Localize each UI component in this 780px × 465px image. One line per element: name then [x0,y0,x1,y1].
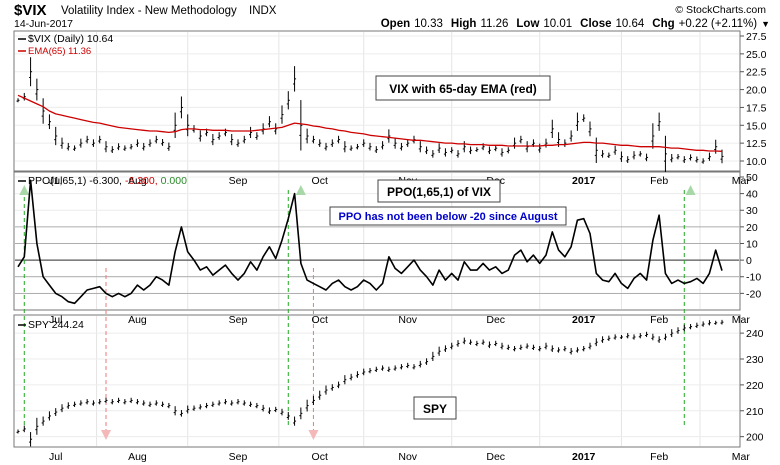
y-tick-label: 17.5 [746,102,767,114]
svg-text:PPO(1,65,1) -6.300,-6.300,0.00: PPO(1,65,1) -6.300, -6.300, 0.000 [28,175,187,187]
y-tick-label: 12.5 [746,138,767,150]
ema-line [17,94,723,152]
x-tick-label: Aug [128,314,147,326]
buy-signal-up-arrow [19,185,30,195]
low-label: Low [516,18,539,30]
x-tick-label: Feb [650,175,668,187]
ema-legend-label: EMA(65) 11.36 [28,46,91,57]
sell-signal-down-arrow [308,430,319,440]
x-tick-label: Nov [398,314,417,326]
spy-annotation: SPY [413,396,457,420]
ppo-hist-value: 0.000 [161,175,187,187]
x-tick-label: Feb [650,451,668,463]
x-tick-label: Aug [128,175,147,187]
x-tick-label: Sep [229,314,248,326]
ppo-annotation-text: PPO(1,65,1) of VIX [387,185,491,199]
x-tick-label: Nov [398,451,417,463]
y-tick-label: 230 [746,354,764,366]
x-tick-label: Oct [312,175,328,187]
x-tick-label: Feb [650,314,668,326]
ppo-note-text: PPO has not been below -20 since August [338,211,557,223]
y-tick-label: 27.5 [746,31,767,43]
y-tick-label: -20 [746,288,761,300]
sell-signal-down-arrow [101,430,111,440]
x-tick-label: Jul [49,175,62,187]
x-tick-label: Jul [49,314,62,326]
vix-panel [13,30,741,172]
y-tick-label: 0 [746,255,752,267]
chg-label: Chg [652,18,674,30]
vix-annotation: VIX with 65-day EMA (red) [375,75,551,101]
ticker-exchange: INDX [249,5,277,17]
y-tick-label: 10 [746,238,758,250]
x-tick-label: Sep [229,451,248,463]
ppo-line [17,179,723,305]
spy-panel [13,314,741,448]
low-value: 10.01 [543,18,572,30]
ppo-legend: PPO(1,65,1) -6.300, -6.300, 0.000 [18,175,187,187]
spy-legend: SPY 244.24 [18,319,84,331]
stockcharts-watermark: © StockCharts.com [675,4,766,16]
y-tick-label: 20.0 [746,85,767,97]
y-tick-label: 210 [746,406,764,418]
ticker-symbol: $VIX [14,2,47,19]
x-tick-label: Mar [732,451,751,463]
vix-legend: $VIX (Daily) 10.64 EMA(65) 11.36 [18,33,113,57]
x-tick-label: Dec [486,451,505,463]
ohlc-readout: Open 10.33 High 11.26 Low 10.01 Close 10.64 Chg +… [381,18,770,30]
y-tick-label: 15.0 [746,120,767,132]
y-tick-label: 240 [746,328,764,340]
x-tick-label: Jul [49,451,62,463]
close-value: 10.64 [616,18,645,30]
y-tick-label: 30 [746,205,758,217]
vix-price [16,57,724,172]
x-tick-label: 2017 [572,175,596,187]
ppo-signal-value: -6.300, [125,175,158,187]
ticker-name: Volatility Index - New Methodology [61,5,237,17]
high-value: 11.26 [480,18,508,30]
close-label: Close [580,18,611,30]
spy-legend-label: SPY 244.24 [28,319,84,331]
y-tick-label: 200 [746,432,764,444]
ppo-panel [13,171,741,311]
chg-value: +0.22 (+2.11%) [679,18,758,30]
chart-date: 14-Jun-2017 [14,18,73,30]
ppo-annotation: PPO(1,65,1) of VIX [377,179,501,203]
vix-legend-label: $VIX (Daily) 10.64 [28,33,113,45]
x-tick-label: 2017 [572,314,596,326]
buy-signal-up-arrow [685,185,696,195]
y-tick-label: 40 [746,189,758,201]
vix-annotation-text: VIX with 65-day EMA (red) [389,82,537,96]
open-value: 10.33 [414,18,443,30]
ppo-legend-label: PPO(1,65,1) -6.300, [28,175,122,187]
x-tick-label: Mar [732,175,751,187]
x-tick-label: Oct [312,314,328,326]
buy-signal-up-arrow [295,185,306,195]
x-tick-label: Dec [486,314,505,326]
spy-annotation-text: SPY [423,402,447,416]
x-tick-label: Mar [732,314,751,326]
spy-price [16,319,724,447]
y-tick-label: -10 [746,272,761,284]
y-tick-label: 25.0 [746,49,767,61]
chg-down-arrow: ▼ [761,19,770,29]
y-tick-label: 220 [746,380,764,392]
high-label: High [451,18,477,30]
ppo-note: PPO has not been below -20 since August [329,206,567,226]
y-tick-label: 20 [746,222,758,234]
x-tick-label: Oct [312,451,328,463]
y-tick-label: 50 [746,172,758,184]
x-tick-label: Sep [229,175,248,187]
open-label: Open [381,18,410,30]
y-tick-label: 10.0 [746,156,767,168]
x-tick-label: 2017 [572,451,596,463]
x-tick-label: Aug [128,451,147,463]
y-tick-label: 22.5 [746,67,767,79]
